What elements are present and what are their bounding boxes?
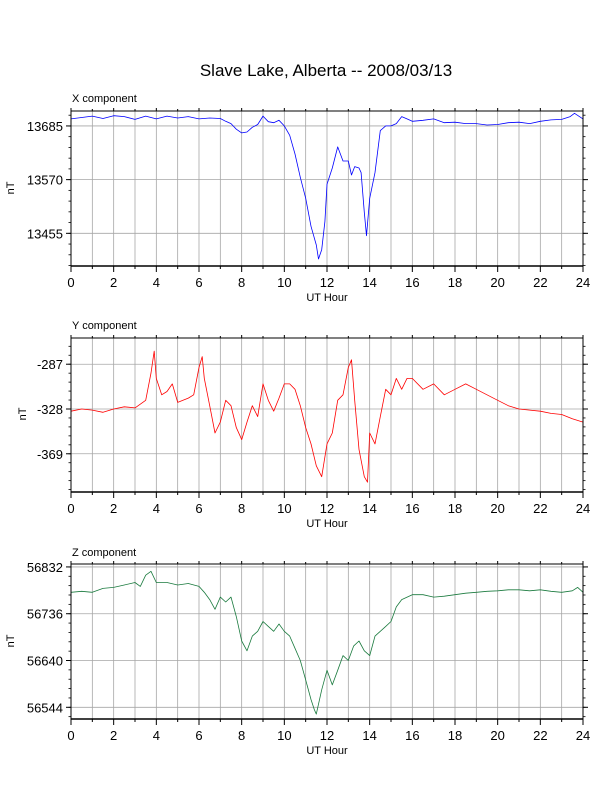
y-component-panel: Y component UT Hour nT 0 2 4 6 8 10 12 14 16 18 20… [17,320,590,530]
x-component-x-tick-label: 24 [576,275,590,290]
x-component-x-tick-label: 6 [195,275,202,290]
x-component-x-tick-label: 10 [277,275,291,290]
x-component-y-tick-label: 13455 [27,226,63,241]
z-component-x-tick-label: 0 [67,728,74,743]
y-component-x-tick-label: 8 [238,501,245,516]
z-component-y-tick-label: 56736 [27,607,63,622]
y-component-y-tick-label: -328 [37,402,63,417]
z-component-x-tick-label: 4 [153,728,160,743]
y-component-x-tick-label: 22 [533,501,547,516]
y-component-x-tick-label: 14 [362,501,376,516]
y-component-x-tick-label: 6 [195,501,202,516]
z-component-panel: Z component UT Hour nT 0 2 4 6 8 10 12 14 16 18 20… [5,547,590,757]
z-component-ylabel: nT [5,634,17,647]
y-component-x-tick-label: 0 [67,501,74,516]
z-component-x-tick-label: 18 [448,728,462,743]
x-component-x-tick-label: 4 [153,275,160,290]
x-component-x-tick-label: 12 [320,275,334,290]
x-component-x-tick-label: 20 [490,275,504,290]
y-component-x-tick-label: 4 [153,501,160,516]
z-component-x-tick-label: 10 [277,728,291,743]
z-component-x-tick-label: 20 [490,728,504,743]
y-component-series-line [70,350,584,483]
y-component-ylabel: nT [17,407,29,420]
z-component-series-line [70,570,584,715]
y-component-x-tick-label: 12 [320,501,334,516]
z-component-x-tick-label: 8 [238,728,245,743]
y-component-x-tick-label: 18 [448,501,462,516]
x-component-series-line [70,112,584,260]
z-component-x-tick-label: 16 [405,728,419,743]
x-component-panel: X component UT Hour nT 0 2 4 6 8 10 12 14 16 18 20… [5,93,590,304]
x-component-y-tick-label: 13685 [27,119,63,134]
z-component-xlabel: UT Hour [306,745,348,757]
y-component-y-tick-label: -287 [37,357,63,372]
y-component-y-tick-label: -369 [37,447,63,462]
z-component-y-tick-label: 56640 [27,654,63,669]
z-component-x-tick-label: 22 [533,728,547,743]
z-component-y-tick-label: 56544 [27,700,63,715]
y-component-xlabel: UT Hour [306,518,348,530]
figure-title: Slave Lake, Alberta -- 2008/03/13 [200,61,452,80]
z-component-y-tick-label: 56832 [27,560,63,575]
x-component-ylabel: nT [5,181,17,194]
y-component-label: Y component [72,320,137,332]
y-component-x-tick-label: 10 [277,501,291,516]
y-component-x-tick-label: 16 [405,501,419,516]
x-component-xlabel: UT Hour [306,292,348,304]
x-component-x-tick-label: 18 [448,275,462,290]
x-component-x-tick-label: 0 [67,275,74,290]
x-component-label: X component [72,93,137,105]
z-component-x-tick-label: 24 [576,728,590,743]
z-component-x-tick-label: 2 [110,728,117,743]
x-component-x-tick-label: 2 [110,275,117,290]
x-component-x-tick-label: 14 [362,275,376,290]
y-component-x-tick-label: 20 [490,501,504,516]
x-component-x-tick-label: 8 [238,275,245,290]
x-component-x-tick-label: 22 [533,275,547,290]
z-component-x-tick-label: 14 [362,728,376,743]
z-component-label: Z component [72,547,136,559]
y-component-x-tick-label: 2 [110,501,117,516]
z-component-x-tick-label: 12 [320,728,334,743]
x-component-y-tick-label: 13570 [27,173,63,188]
x-component-x-tick-label: 16 [405,275,419,290]
y-component-x-tick-label: 24 [576,501,590,516]
z-component-x-tick-label: 6 [195,728,202,743]
